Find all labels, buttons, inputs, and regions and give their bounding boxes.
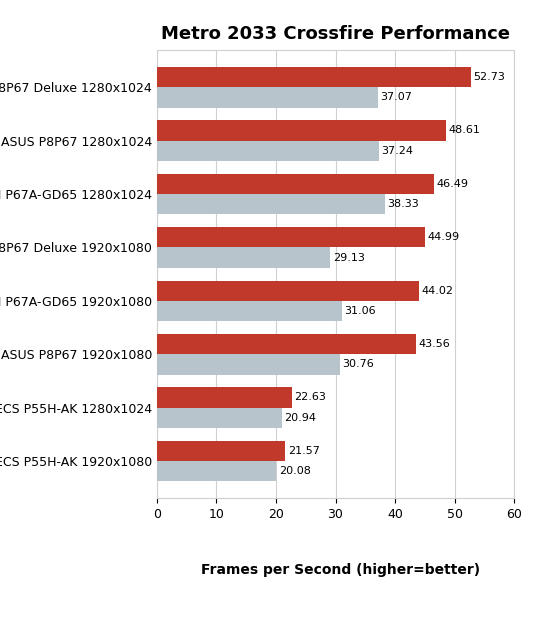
Text: 20.08: 20.08 (279, 466, 311, 476)
Bar (157, 407, 282, 428)
Bar (157, 440, 285, 461)
Bar (157, 301, 342, 321)
Text: 22.63: 22.63 (294, 392, 326, 402)
Bar (157, 120, 447, 141)
Text: 52.73: 52.73 (474, 72, 505, 82)
Text: 37.24: 37.24 (381, 146, 413, 156)
Text: 21.57: 21.57 (288, 446, 320, 456)
Text: 46.49: 46.49 (436, 179, 468, 189)
Bar (157, 461, 277, 482)
Bar (157, 141, 378, 161)
Text: 31.06: 31.06 (344, 306, 376, 316)
Text: 29.13: 29.13 (333, 252, 365, 262)
Text: 20.94: 20.94 (284, 413, 316, 423)
Bar (157, 87, 378, 108)
Text: 48.61: 48.61 (449, 125, 481, 135)
Bar (157, 388, 292, 407)
Text: 37.07: 37.07 (380, 92, 412, 102)
Bar (157, 194, 385, 214)
Bar (157, 354, 340, 374)
Bar (157, 227, 425, 247)
Text: 44.99: 44.99 (427, 232, 459, 242)
Title: Metro 2033 Crossfire Performance: Metro 2033 Crossfire Performance (161, 25, 510, 43)
Text: Frames per Second (higher=better): Frames per Second (higher=better) (201, 563, 481, 577)
Text: 38.33: 38.33 (388, 199, 419, 209)
Text: 30.76: 30.76 (343, 359, 374, 369)
Bar (157, 174, 434, 194)
Bar (157, 334, 416, 354)
Bar (157, 67, 471, 87)
Bar (157, 247, 331, 268)
Text: 43.56: 43.56 (419, 339, 450, 349)
Bar (157, 280, 419, 301)
Text: 44.02: 44.02 (421, 286, 453, 296)
